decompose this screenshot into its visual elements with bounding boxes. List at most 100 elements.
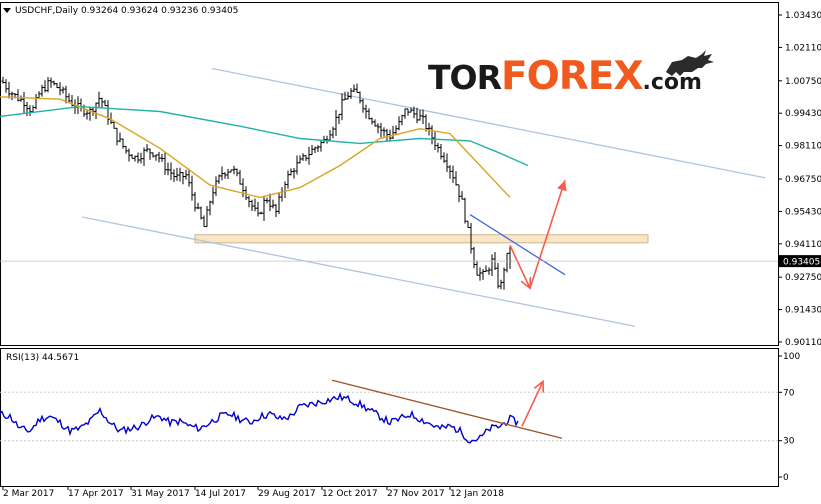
candle <box>10 91 14 101</box>
candle <box>418 109 422 121</box>
candle <box>46 76 50 93</box>
channel-lower-line <box>81 216 636 327</box>
candle <box>313 146 317 154</box>
date-tick-label: 31 May 2017 <box>131 489 190 499</box>
candle <box>112 121 116 129</box>
candle <box>25 102 29 117</box>
candle <box>226 168 230 179</box>
candle <box>118 132 122 143</box>
candle <box>400 114 404 126</box>
candle <box>331 126 335 139</box>
logo-part-forex: FOREX <box>500 54 644 99</box>
date-tick-label: 12 Jan 2018 <box>450 489 504 499</box>
candle <box>265 197 269 204</box>
date-tick-label: 14 Jul 2017 <box>195 489 246 499</box>
rsi-tick-label: 100 <box>783 352 800 362</box>
candle <box>283 181 287 198</box>
candle <box>292 168 296 179</box>
candle <box>115 127 119 146</box>
candle <box>475 260 479 276</box>
channel-upper-line <box>211 67 766 179</box>
candle <box>430 125 434 145</box>
price-tick-label: 0.91430 <box>785 306 821 316</box>
candle <box>289 168 293 176</box>
price-tick-label: 1.02110 <box>785 43 821 53</box>
candle <box>502 267 506 290</box>
candle <box>166 162 170 176</box>
candle <box>496 262 500 289</box>
price-tick-label: 1.03430 <box>785 11 821 21</box>
torforex-logo: TORFOREX.com <box>428 54 702 100</box>
candle <box>100 97 104 109</box>
candle <box>349 88 353 99</box>
candle <box>88 107 92 121</box>
candle <box>463 197 467 224</box>
candle <box>229 169 233 173</box>
candle <box>262 195 266 221</box>
candle <box>190 175 194 201</box>
candle <box>22 91 26 114</box>
candle <box>67 93 71 103</box>
candle <box>130 153 134 159</box>
candle <box>208 200 212 216</box>
candle <box>397 116 401 131</box>
date-tick-label: 2 Mar 2017 <box>3 489 54 499</box>
price-panel-frame <box>0 2 779 346</box>
candle <box>151 152 155 158</box>
rsi-trendline <box>331 379 563 439</box>
candle <box>367 108 371 120</box>
arrow-down <box>509 244 532 290</box>
candle <box>4 79 8 93</box>
candle <box>424 114 428 132</box>
candle <box>478 267 482 281</box>
candle <box>250 199 254 211</box>
candle <box>34 93 38 110</box>
candle <box>205 205 209 228</box>
rsi-panel-frame <box>0 348 779 487</box>
price-tick-label: 0.95430 <box>785 207 821 217</box>
candle <box>337 113 341 124</box>
arrow-up-head <box>557 180 567 192</box>
current-price-tag <box>779 255 821 268</box>
candle <box>49 77 53 88</box>
candle <box>358 91 362 104</box>
candle <box>340 93 344 121</box>
candle <box>169 162 173 181</box>
candle <box>481 269 485 280</box>
candle <box>346 91 350 100</box>
candle <box>37 91 41 99</box>
candle <box>136 152 140 164</box>
bull-icon <box>666 50 714 76</box>
candle <box>442 152 446 163</box>
candle <box>277 192 281 215</box>
rsi-tick-label: 0 <box>783 473 789 483</box>
candle <box>382 127 386 137</box>
candle <box>94 102 98 120</box>
candle <box>178 167 182 182</box>
candle <box>52 80 56 86</box>
candle <box>376 123 380 134</box>
candle <box>172 169 176 183</box>
candle <box>352 84 356 93</box>
rsi-tick-label: 70 <box>783 388 795 398</box>
candle <box>310 145 314 156</box>
candle <box>328 130 332 141</box>
candle <box>427 122 431 136</box>
candle <box>460 191 464 200</box>
candle <box>454 171 458 186</box>
price-tick-label: 1.00750 <box>785 77 821 87</box>
candle <box>361 98 365 113</box>
candle <box>196 202 200 210</box>
support-zone <box>194 234 649 244</box>
candle <box>499 279 503 290</box>
candle <box>253 198 257 212</box>
triangle-down-icon[interactable] <box>3 8 11 13</box>
price-tick-label: 0.99430 <box>785 109 821 119</box>
candle <box>175 167 179 181</box>
candle <box>160 154 164 162</box>
current-price-label: 0.93405 <box>783 258 820 268</box>
candle <box>157 151 161 163</box>
candle <box>355 83 359 93</box>
ma-fast-line <box>0 96 511 199</box>
